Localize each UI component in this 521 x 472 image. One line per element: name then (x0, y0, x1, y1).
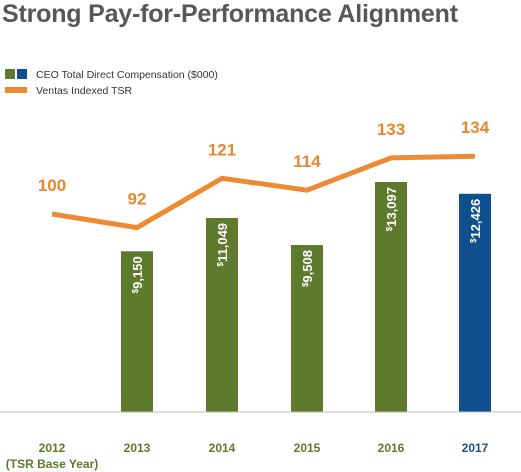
page-title: Strong Pay-for-Performance Alignment (2, 0, 458, 28)
bar-label-2016: $13,097 (384, 187, 399, 231)
x-sublabel-2012: (TSR Base Year) (6, 457, 99, 471)
bar-2014 (206, 217, 238, 412)
bar-label-2013: $9,150 (130, 256, 145, 293)
bar-label-value: 11,049 (215, 223, 230, 262)
legend-swatch-green (5, 69, 15, 79)
bar-label-currency: $ (469, 238, 478, 243)
x-label-2014: 2014 (209, 441, 236, 455)
bar-2013 (121, 251, 153, 412)
x-label-2015: 2015 (294, 441, 321, 455)
bar-label-value: 12,426 (468, 199, 483, 239)
bar-label-value: 9,508 (300, 250, 315, 283)
bar-label-2017: $12,426 (468, 199, 483, 243)
x-label-2013: 2013 (124, 441, 151, 455)
tsr-label-2015: 114 (293, 152, 321, 171)
tsr-label-2017: 134 (461, 118, 490, 137)
x-labels: 2012 (TSR Base Year) 2013 2014 2015 2016 2017 (6, 441, 489, 471)
bar-label-currency: $ (301, 282, 310, 287)
legend-swatch-blue (17, 69, 27, 79)
bar-2015 (291, 245, 323, 412)
bar-2016 (375, 182, 407, 412)
x-label-2016: 2016 (378, 441, 405, 455)
tsr-line (51, 153, 476, 231)
bar-2017 (459, 193, 491, 412)
legend-label-compensation: CEO Total Direct Compensation ($000) (36, 69, 218, 81)
legend-label-tsr: Ventas Indexed TSR (36, 85, 133, 97)
bars (121, 182, 491, 412)
tsr-label-2014: 121 (208, 140, 236, 159)
x-label-2017: 2017 (462, 441, 489, 455)
x-label-2012: 2012 (39, 441, 66, 455)
tsr-labels: 100 92 121 114 133 134 (38, 118, 490, 208)
tsr-label-2012: 100 (38, 176, 66, 195)
bar-label-currency: $ (131, 288, 140, 293)
bar-label-value: 9,150 (130, 256, 145, 289)
bar-label-2015: $9,508 (300, 250, 315, 287)
bar-label-2014: $11,049 (215, 223, 230, 267)
tsr-label-2013: 92 (128, 190, 147, 209)
tsr-label-2016: 133 (377, 120, 405, 139)
bar-label-currency: $ (385, 226, 394, 231)
bar-label-value: 13,097 (384, 187, 399, 227)
bar-label-currency: $ (216, 261, 225, 266)
legend: CEO Total Direct Compensation ($000) Ven… (5, 69, 218, 97)
tsr-line-group (51, 153, 476, 231)
bar-labels: $9,150 $11,049$9,508$13,097$12,426 (130, 187, 483, 293)
legend-swatch-tsr (5, 87, 27, 93)
